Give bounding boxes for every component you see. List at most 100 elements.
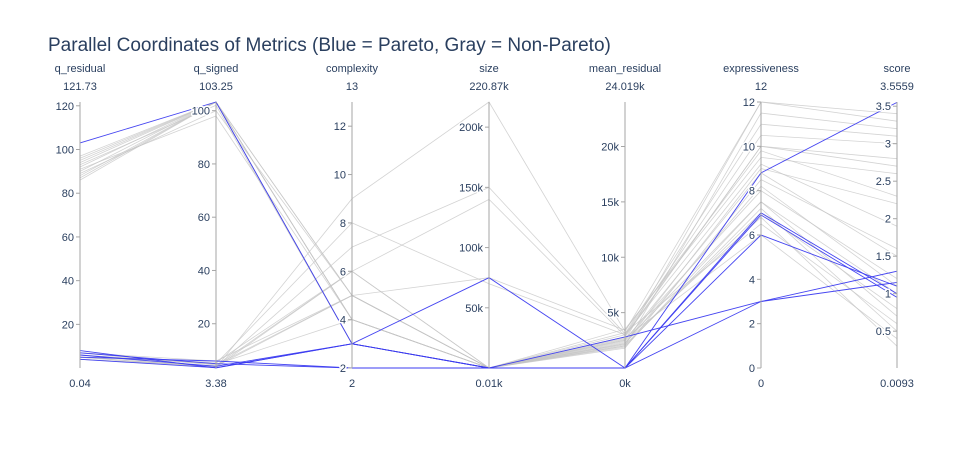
axis-max-label: 103.25 <box>199 81 233 93</box>
axis-max-label: 12 <box>755 81 767 93</box>
tick-label-halo: 60 <box>198 212 210 224</box>
tick-label-halo: 5k <box>607 308 619 320</box>
tick-label-halo: 20 <box>62 319 74 331</box>
tick-label-halo: 8 <box>749 186 755 198</box>
tick-label: 10k <box>601 252 619 264</box>
axis-max-label: 121.73 <box>63 81 97 93</box>
tick-label: 80 <box>198 159 210 171</box>
tick-label: 40 <box>198 265 210 277</box>
axes: q_residual121.730.0420204040606080801001… <box>54 63 914 390</box>
tick-label: 15k <box>601 197 619 209</box>
tick-label: 200k <box>459 122 483 134</box>
tick-label: 100 <box>192 106 210 118</box>
tick-label-halo: 200k <box>459 122 483 134</box>
tick-label-halo: 10 <box>743 141 755 153</box>
tick-label: 8 <box>749 186 755 198</box>
tick-label-halo: 12 <box>743 97 755 109</box>
axis-min-label: 0k <box>619 378 631 390</box>
tick-label-halo: 1 <box>885 289 891 301</box>
tick-label: 2 <box>749 319 755 331</box>
tick-label: 60 <box>62 232 74 244</box>
axis-min-label: 0.04 <box>69 378 90 390</box>
tick-label-halo: 40 <box>198 265 210 277</box>
tick-label-halo: 2.5 <box>876 176 891 188</box>
tick-label: 12 <box>334 121 346 133</box>
tick-label: 40 <box>62 276 74 288</box>
tick-label: 1 <box>885 289 891 301</box>
tick-label-halo: 12 <box>334 121 346 133</box>
tick-label: 4 <box>749 274 755 286</box>
tick-label: 10 <box>334 170 346 182</box>
tick-label: 12 <box>743 97 755 109</box>
tick-label-halo: 6 <box>340 266 346 278</box>
tick-label: 50k <box>465 303 483 315</box>
tick-label: 8 <box>340 218 346 230</box>
tick-label-halo: 4 <box>749 274 755 286</box>
axis-score: score3.55590.00930.50.5111.51.5222.52.53… <box>874 63 914 390</box>
tick-label-halo: 120 <box>56 101 74 113</box>
tick-label-halo: 2 <box>885 214 891 226</box>
tick-label-halo: 15k <box>601 197 619 209</box>
tick-label: 10 <box>743 141 755 153</box>
axis-max-label: 24.019k <box>605 81 645 93</box>
axis-min-label: 0.01k <box>476 378 503 390</box>
tick-label-halo: 10k <box>601 252 619 264</box>
tick-label-halo: 0 <box>749 363 755 375</box>
axis-min-label: 0.0093 <box>880 378 914 390</box>
tick-label-halo: 100 <box>192 106 210 118</box>
axis-max-label: 3.5559 <box>880 81 914 93</box>
tick-label: 0 <box>749 363 755 375</box>
tick-label: 80 <box>62 188 74 200</box>
tick-label-halo: 60 <box>62 232 74 244</box>
tick-label-halo: 2 <box>340 363 346 375</box>
tick-label: 5k <box>607 308 619 320</box>
tick-label: 6 <box>340 266 346 278</box>
tick-label: 0.5 <box>876 326 891 338</box>
axis-max-label: 220.87k <box>469 81 509 93</box>
chart-title: Parallel Coordinates of Metrics (Blue = … <box>48 35 611 56</box>
axis-min-label: 2 <box>349 378 355 390</box>
tick-label: 3.5 <box>876 101 891 113</box>
axis-size: size220.87k0.01k50k50k100k100k150k150k20… <box>458 63 509 390</box>
tick-label-halo: 150k <box>459 182 483 194</box>
axis-q_residual: q_residual121.730.0420204040606080801001… <box>54 63 106 390</box>
tick-label: 2 <box>885 214 891 226</box>
tick-label: 3 <box>885 139 891 151</box>
tick-label: 6 <box>749 230 755 242</box>
tick-label-halo: 80 <box>198 159 210 171</box>
tick-label-halo: 3.5 <box>876 101 891 113</box>
axis-min-label: 3.38 <box>205 378 226 390</box>
tick-label: 2 <box>340 363 346 375</box>
axis-title: mean_residual <box>589 63 661 75</box>
tick-label-halo: 8 <box>340 218 346 230</box>
tick-label-halo: 3 <box>885 139 891 151</box>
tick-label-halo: 20k <box>601 142 619 154</box>
axis-title: q_residual <box>55 63 106 75</box>
tick-label: 60 <box>198 212 210 224</box>
tick-label: 100k <box>459 243 483 255</box>
axis-title: expressiveness <box>723 63 799 75</box>
tick-label: 100 <box>56 144 74 156</box>
tick-label: 2.5 <box>876 176 891 188</box>
tick-label: 20 <box>198 319 210 331</box>
tick-label-halo: 100k <box>459 243 483 255</box>
tick-label-halo: 4 <box>340 315 346 327</box>
tick-label-halo: 100 <box>56 144 74 156</box>
tick-label-halo: 80 <box>62 188 74 200</box>
tick-label: 20k <box>601 142 619 154</box>
tick-label-halo: 20 <box>198 319 210 331</box>
axis-max-label: 13 <box>346 81 358 93</box>
tick-label-halo: 6 <box>749 230 755 242</box>
tick-label-halo: 2 <box>749 319 755 331</box>
tick-label-halo: 1.5 <box>876 251 891 263</box>
tick-label-halo: 50k <box>465 303 483 315</box>
axis-title: size <box>479 63 499 75</box>
tick-label: 20 <box>62 319 74 331</box>
axis-title: score <box>884 63 911 75</box>
tick-label: 120 <box>56 101 74 113</box>
axis-title: q_signed <box>194 63 239 75</box>
